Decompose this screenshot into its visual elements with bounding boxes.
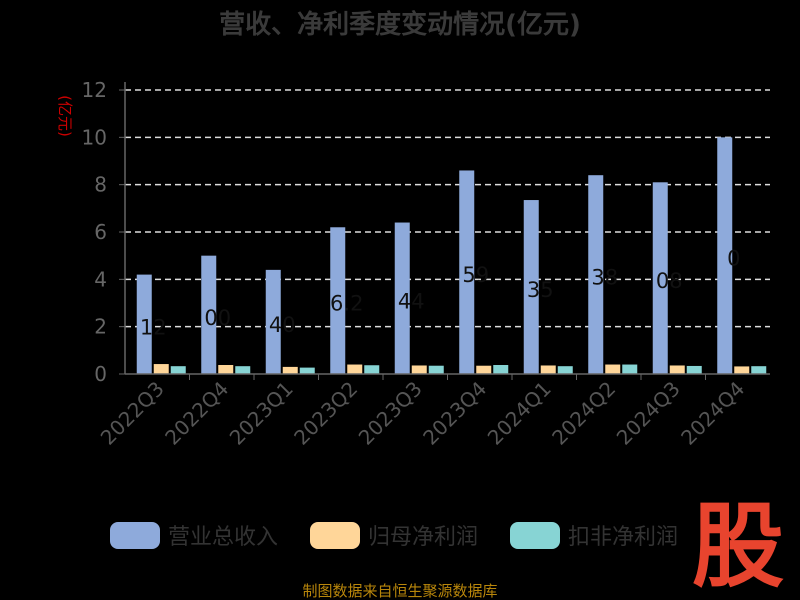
bar-2024Q2-series-2 [622,364,638,374]
bar-2022Q3-series-0 [136,274,152,374]
bars [136,137,767,374]
bar-2023Q3-series-2 [428,365,444,374]
bar-2024Q4-series-0 [717,137,733,374]
bar-2022Q3-series-1 [153,364,169,374]
x-tick-label: 2023Q1 [225,377,298,450]
stock-logo: 股 [692,493,784,600]
data-label: 12 [140,315,167,339]
legend-swatch-0 [110,522,160,549]
legend-label-1: 归母净利润 [368,525,478,550]
bar-2024Q3-series-2 [686,365,702,374]
y-tick-label: 2 [94,315,107,339]
data-label: 40 [269,313,296,337]
x-tick-label: 2024Q4 [676,377,749,450]
data-label: 44 [398,289,425,313]
y-tick-label: 4 [94,267,107,291]
bar-2024Q3-series-1 [669,365,685,374]
y-tick-label: 6 [94,220,107,244]
bar-2024Q4-series-2 [751,366,767,374]
legend-label-0: 营业总收入 [168,525,278,550]
bar-2023Q1-series-1 [282,366,298,374]
x-tick-label: 2024Q2 [547,377,620,450]
bar-2022Q3-series-2 [170,366,186,374]
x-tick-label: 2022Q3 [96,377,169,450]
y-tick-label: 12 [82,78,107,102]
bar-2024Q4-series-1 [734,366,750,374]
bar-2023Q4-series-0 [459,170,475,374]
data-label: 38 [591,266,618,290]
x-tick-label: 2023Q2 [289,377,362,450]
legend-label-2: 扣非净利润 [568,525,678,550]
bar-2023Q4-series-2 [493,365,509,374]
bar-2024Q3-series-0 [652,182,668,374]
data-label: 35 [527,278,554,302]
y-axis-unit-label: (亿元) [56,95,74,137]
bar-2023Q2-series-1 [347,364,363,374]
legend-swatch-2 [510,522,560,549]
data-label: 59 [462,263,489,287]
data-source-footer: 制图数据来自恒生聚源数据库 [302,582,497,600]
bar-2023Q1-series-0 [265,269,281,374]
bar-2024Q1-series-0 [523,200,539,374]
x-tick-label: 2023Q3 [354,377,427,450]
bar-2023Q2-series-0 [330,227,346,374]
bar-2023Q3-series-1 [411,365,427,374]
x-tick-label: 2024Q1 [483,377,556,450]
x-tick-label: 2022Q4 [160,377,233,450]
bar-2022Q4-series-1 [218,365,234,374]
bar-2024Q2-series-0 [588,175,604,374]
bar-2023Q1-series-2 [299,367,315,374]
y-tick-label: 10 [82,125,107,149]
x-tick-label: 2024Q3 [612,377,685,450]
data-label: 00 [204,306,231,330]
data-label: 6.2 [330,292,363,316]
bar-2024Q1-series-1 [540,365,556,374]
legend: 营业总收入 归母净利润 扣非净利润 [110,522,678,550]
y-tick-label: 8 [94,173,107,197]
grid-lines [125,89,770,328]
legend-swatch-1 [310,522,360,549]
y-axis-ticks: 0 2 4 6 8 10 12 [82,78,125,386]
bar-2023Q2-series-2 [364,365,380,374]
bar-2024Q1-series-2 [557,366,573,374]
y-tick-label: 0 [94,362,107,386]
x-tick-label: 2023Q4 [418,377,491,450]
bar-2022Q4-series-0 [201,255,217,374]
data-label: 0 [727,247,740,271]
chart-title: 营收、净利季度变动情况(亿元) [219,9,581,40]
bar-2023Q3-series-0 [394,222,410,374]
axes [124,82,770,380]
bar-2023Q4-series-1 [476,365,492,374]
bar-2024Q2-series-1 [605,364,621,374]
bar-2022Q4-series-2 [235,366,251,374]
data-labels: 12 00 40 6.2 44 59 35 38 08 0 [140,247,741,340]
x-axis-ticks: 2022Q32022Q42023Q12023Q22023Q32023Q42024… [96,377,750,450]
data-label: 08 [656,269,683,293]
